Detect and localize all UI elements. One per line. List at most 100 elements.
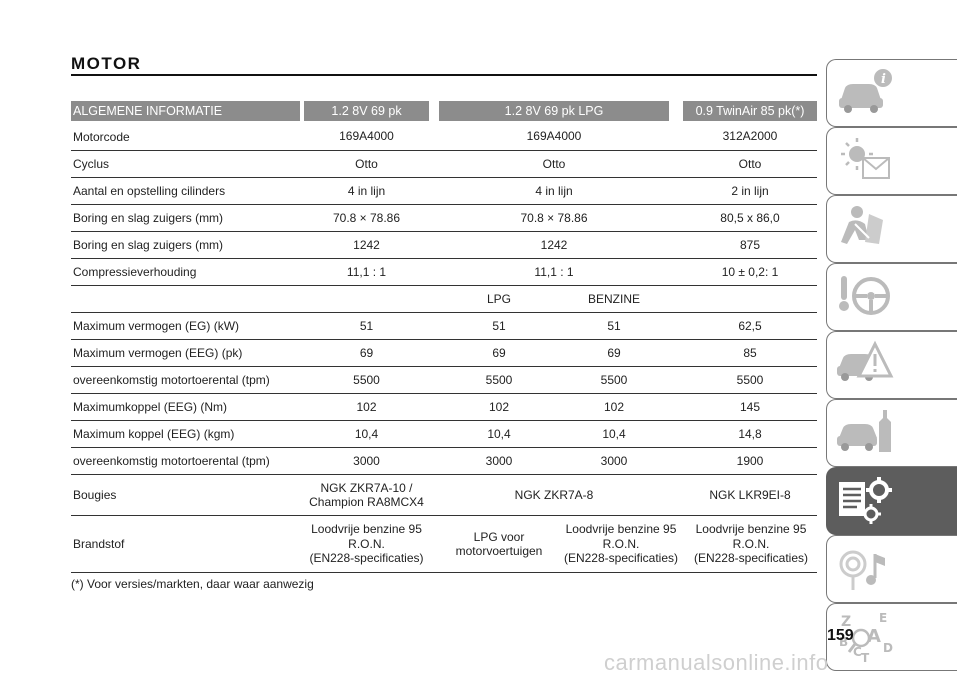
index-letter: A — [867, 626, 881, 647]
cell-value: 69 — [359, 345, 374, 360]
index-letter: E — [879, 611, 887, 625]
cell-value: 3000 — [600, 453, 628, 468]
row-label: Boring en slag zuigers (mm) — [73, 211, 224, 225]
cell-value: Loodvrije benzine 95 R.O.N. (EN228-speci… — [559, 516, 683, 572]
tab-safety[interactable] — [826, 195, 957, 263]
multimedia-icon — [839, 550, 885, 590]
technical-data-icon — [839, 477, 892, 524]
cell-value: 69 — [492, 345, 506, 360]
cell-value: Loodvrije benzine 95 R.O.N. (EN228-speci… — [685, 516, 817, 572]
row-label: Boring en slag zuigers (mm) — [73, 238, 224, 252]
index-letter: C — [853, 645, 862, 659]
cell-line: R.O.N. — [602, 536, 640, 551]
cell-value: NGK ZKR7A-10 / Champion RA8MCX4 — [304, 475, 429, 515]
fuel-split-row: LPG BENZINE — [71, 286, 817, 313]
table-row: Brandstof Loodvrije benzine 95 R.O.N. (E… — [71, 516, 817, 573]
cell-value: 2 in lijn — [731, 183, 769, 198]
row-label: Maximumkoppel (EEG) (Nm) — [73, 400, 228, 414]
cell-value: Otto — [738, 156, 762, 171]
cell-line: LPG voor — [473, 529, 525, 544]
tab-multimedia[interactable] — [826, 535, 957, 603]
table-row: Boring en slag zuigers (mm) 1242 1242 87… — [71, 232, 817, 259]
table-row: Maximumkoppel (EEG) (Nm) 102 102 102 145 — [71, 394, 817, 421]
cell-value: 102 — [603, 399, 625, 414]
benzine-label: BENZINE — [587, 291, 640, 306]
cell-value: 3000 — [353, 453, 380, 468]
cell-value: 169A4000 — [526, 129, 582, 144]
row-label: Maximum koppel (EEG) (kgm) — [73, 427, 235, 441]
cell-value: LPG voor motorvoertuigen — [439, 516, 559, 572]
index-letter: B — [839, 635, 848, 649]
maintenance-icon — [837, 410, 891, 452]
cell-line: R.O.N. — [732, 536, 770, 551]
cell-value: Loodvrije benzine 95 R.O.N. (EN228-speci… — [304, 516, 429, 572]
lpg-label: LPG — [486, 291, 511, 306]
row-label: Maximum vermogen (EG) (kW) — [73, 319, 240, 333]
cell-value: 80,5 x 86,0 — [720, 210, 780, 225]
cell-value: 51 — [359, 318, 374, 333]
tab-car-info[interactable]: i — [826, 59, 957, 127]
cell-value: NGK ZKR7A-8 — [514, 487, 594, 502]
table-row: overeenkomstig motortoerental (tpm) 3000… — [71, 448, 817, 475]
cell-value: 1900 — [736, 453, 764, 468]
page-title: MOTOR — [71, 54, 142, 73]
svg-text:i: i — [881, 72, 886, 87]
emergency-icon — [837, 340, 894, 381]
table-row: Maximum vermogen (EG) (kW) 51 51 51 62,5 — [71, 313, 817, 340]
cell-value: 875 — [739, 237, 761, 252]
index-letter: Z — [841, 614, 851, 630]
table-row: Maximum koppel (EEG) (kgm) 10,4 10,4 10,… — [71, 421, 817, 448]
title-underline — [71, 74, 817, 76]
cell-value: 4 in lijn — [535, 183, 573, 198]
header-general-info: ALGEMENE INFORMATIE — [71, 101, 300, 121]
tab-index[interactable]: Z E A B C D T — [826, 603, 957, 671]
cell-value: 3000 — [485, 453, 513, 468]
cell-value: 85 — [743, 345, 757, 360]
cell-value: NGK LKR9EI-8 — [709, 487, 791, 502]
cell-line: Loodvrije benzine 95 — [695, 522, 807, 537]
cell-value: 1242 — [540, 237, 568, 252]
row-label: Maximum vermogen (EEG) (pk) — [73, 346, 243, 360]
cell-line: (EN228-specificaties) — [309, 551, 424, 566]
cell-line: motorvoertuigen — [455, 544, 543, 558]
row-label: Brandstof — [73, 537, 125, 551]
cell-value: 51 — [607, 318, 621, 333]
cell-line: Loodvrije benzine 95 — [311, 522, 422, 537]
warning-lights-icon — [841, 138, 890, 179]
tab-emergency[interactable] — [826, 331, 957, 399]
header-engine-3: 0.9 TwinAir 85 pk(*) — [683, 101, 817, 121]
cell-value: 5500 — [600, 372, 628, 387]
cell-line: Loodvrije benzine 95 — [565, 522, 677, 537]
cell-value: 10,4 — [487, 426, 511, 441]
row-label: Cyclus — [73, 157, 110, 171]
table-row: Maximum vermogen (EEG) (pk) 69 69 69 85 — [71, 340, 817, 367]
safety-icon — [841, 206, 883, 244]
tab-warning-lights[interactable] — [826, 127, 957, 195]
car-info-icon: i — [839, 69, 892, 113]
cell-value: 4 in lijn — [347, 183, 386, 198]
cell-line: R.O.N. — [348, 536, 385, 551]
cell-value: 169A4000 — [339, 129, 394, 144]
row-label: overeenkomstig motortoerental (tpm) — [73, 454, 270, 468]
footnote: (*) Voor versies/markten, daar waar aanw… — [71, 577, 314, 591]
page-number: 159 — [827, 627, 854, 644]
table-row: Motorcode 169A4000 169A4000 312A2000 — [71, 123, 817, 151]
index-letter: D — [883, 641, 893, 655]
row-label: Compressieverhouding — [73, 265, 197, 279]
cell-value: 11,1 : 1 — [346, 264, 387, 279]
tab-maintenance[interactable] — [826, 399, 957, 467]
table-row: Aantal en opstelling cilinders 4 in lijn… — [71, 178, 817, 205]
cell-value: 62,5 — [738, 318, 762, 333]
cell-value: 11,1 : 1 — [534, 264, 574, 279]
tab-technical-data[interactable] — [826, 467, 957, 535]
steering-icon — [839, 276, 890, 315]
table-row: overeenkomstig motortoerental (tpm) 5500… — [71, 367, 817, 394]
cell-value: 5500 — [485, 372, 513, 387]
cell-value: 5500 — [353, 372, 380, 387]
table-row: Bougies NGK ZKR7A-10 / Champion RA8MCX4 … — [71, 475, 817, 516]
cell-value: 70.8 × 78.86 — [520, 210, 588, 225]
cell-value: 10,4 — [354, 426, 379, 441]
row-label: Motorcode — [73, 129, 130, 144]
tab-steering[interactable] — [826, 263, 957, 331]
cell-line: (EN228-specificaties) — [563, 551, 679, 566]
